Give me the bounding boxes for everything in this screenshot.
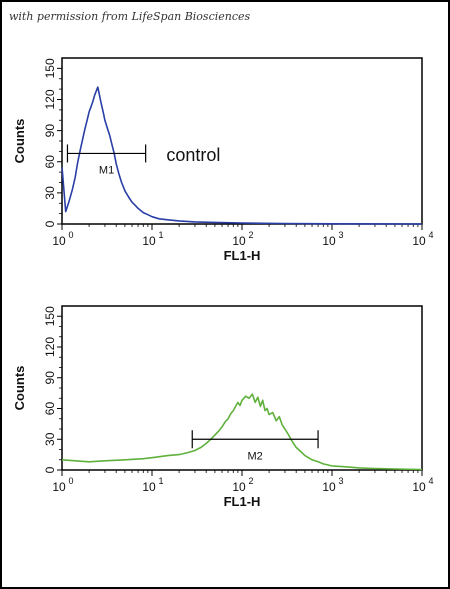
chart1-ytick-label: 90 — [43, 124, 57, 138]
chart2-y-axis-title: Counts — [12, 366, 27, 411]
chart2-xtick-label: 10 — [142, 480, 156, 494]
chart2-xtick-label: 10 — [322, 480, 336, 494]
chart1-xtick-label: 10 — [322, 234, 336, 248]
chart1-annotation: control — [166, 145, 220, 165]
chart1-ytick-label: 30 — [43, 186, 57, 200]
chart2-xtick-label: 10 — [232, 480, 246, 494]
chart1-ytick-label: 150 — [43, 58, 57, 78]
chart1-xtick-label: 10 — [412, 234, 426, 248]
chart2-ytick-label: 60 — [43, 402, 57, 416]
chart2-ytick-label: 120 — [43, 337, 57, 357]
chart1-xtick-exponent: 2 — [248, 230, 253, 240]
chart1-gate-label: M1 — [99, 164, 114, 176]
chart2-ytick-label: 30 — [43, 432, 57, 446]
chart1-xtick-label: 10 — [142, 234, 156, 248]
chart2-ytick-label: 150 — [43, 306, 57, 326]
chart1-y-axis-title: Counts — [12, 119, 27, 164]
chart2-xtick-exponent: 2 — [248, 476, 253, 486]
chart2-xtick-exponent: 0 — [68, 476, 73, 486]
chart1-xtick-exponent: 1 — [158, 230, 163, 240]
chart2-plot-frame — [61, 305, 423, 471]
chart1-xtick-exponent: 0 — [68, 230, 73, 240]
chart1-xtick-exponent: 4 — [428, 230, 433, 240]
chart2-xtick-label: 10 — [52, 480, 66, 494]
chart1-ytick-label: 120 — [43, 89, 57, 109]
chart2-xtick-exponent: 1 — [158, 476, 163, 486]
chart2-ytick-label: 0 — [43, 466, 57, 473]
chart1-histogram-line — [61, 86, 423, 225]
chart1-xtick-label: 10 — [52, 234, 66, 248]
chart1-ytick-label: 0 — [43, 220, 57, 227]
chart1-ytick-label: 60 — [43, 155, 57, 169]
chart2-x-axis-title: FL1-H — [224, 494, 261, 509]
chart2-xtick-exponent: 3 — [338, 476, 343, 486]
chart2-ytick-label: 90 — [43, 371, 57, 385]
chart1-x-axis-title: FL1-H — [224, 248, 261, 263]
chart2-gate-label: M2 — [248, 450, 263, 462]
chart1-xtick-label: 10 — [232, 234, 246, 248]
watermark-text: with permission from LifeSpan Bioscience… — [9, 10, 251, 23]
chart2-xtick-label: 10 — [412, 480, 426, 494]
chart2-xtick-exponent: 4 — [428, 476, 433, 486]
chart1-plot-frame — [61, 57, 423, 225]
chart1-xtick-exponent: 3 — [338, 230, 343, 240]
chart2-histogram-line — [61, 393, 423, 471]
